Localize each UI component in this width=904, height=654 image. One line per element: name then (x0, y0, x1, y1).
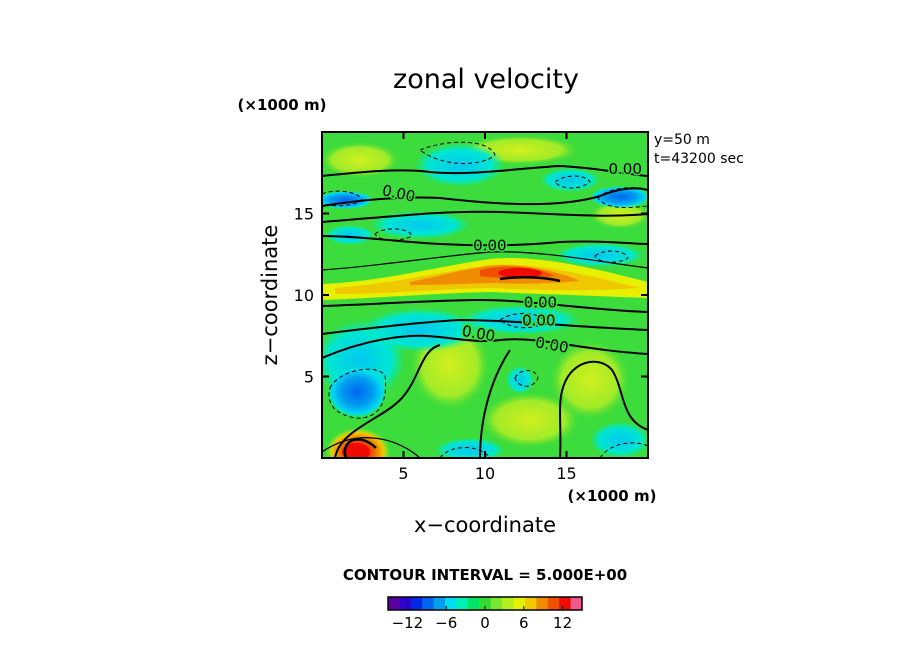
colorbar-swatch (433, 597, 446, 610)
contour-lines (322, 141, 648, 458)
colorbar-swatch (422, 597, 435, 610)
colorbar-swatch (479, 597, 492, 610)
x-tick-label: 15 (556, 464, 576, 483)
y-axis-label: z−coordinate (258, 225, 282, 366)
x-scale-label: (×1000 m) (568, 487, 657, 505)
contour-label: 0.00 (522, 312, 555, 330)
colorbar-tick-label: −12 (392, 614, 424, 632)
contour-label: 0.00 (473, 237, 506, 255)
colorbar-swatch (388, 597, 400, 610)
colorbar-swatch (547, 597, 560, 610)
x-tick-label: 10 (475, 464, 495, 483)
colorbar: −12 −6 0 6 12 (387, 596, 583, 632)
colorbar-swatch (490, 597, 503, 610)
colorbar-tick-label: −6 (435, 614, 457, 632)
y-tick-label: 5 (304, 368, 314, 387)
lower-left-minimum (327, 366, 387, 418)
colorbar-swatch (410, 597, 423, 610)
x-axis-label: x−coordinate (414, 513, 556, 537)
colorbar-tick-label: 12 (553, 614, 572, 632)
colorbar-swatch (524, 597, 537, 610)
colorbar-swatch (502, 597, 515, 610)
info-text: y=50 m t=43200 sec (654, 132, 744, 167)
colorbar-swatch (513, 597, 526, 610)
colorbar-swatch (536, 597, 549, 610)
contour-label: 0.00 (524, 294, 557, 312)
colorbar-tick-label: 0 (480, 614, 490, 632)
y-tick-label: 10 (294, 286, 314, 305)
y-tick-label: 15 (294, 205, 314, 224)
colorbar-tick-label: 6 (519, 614, 529, 632)
y-scale-label: (×1000 m) (238, 96, 327, 114)
info-line-y: y=50 m (654, 132, 710, 148)
colorbar-swatch (456, 597, 469, 610)
contour-label: 0.00 (608, 160, 641, 178)
surface-jet (326, 428, 390, 458)
colorbar-swatch (559, 597, 572, 610)
chart-title: zonal velocity (393, 64, 579, 95)
info-line-t: t=43200 sec (654, 151, 744, 167)
x-tick-label: 5 (398, 464, 408, 483)
x-axis: 5 10 15 (398, 132, 577, 483)
colorbar-swatch (399, 597, 412, 610)
colorbar-swatch (445, 597, 457, 610)
y-axis: 5 10 15 (294, 205, 648, 387)
colorbar-swatch (467, 597, 480, 610)
upper-right-minimum (590, 186, 648, 208)
contour-interval: CONTOUR INTERVAL = 5.000E+00 (343, 566, 627, 584)
colorbar-swatch (570, 597, 583, 610)
